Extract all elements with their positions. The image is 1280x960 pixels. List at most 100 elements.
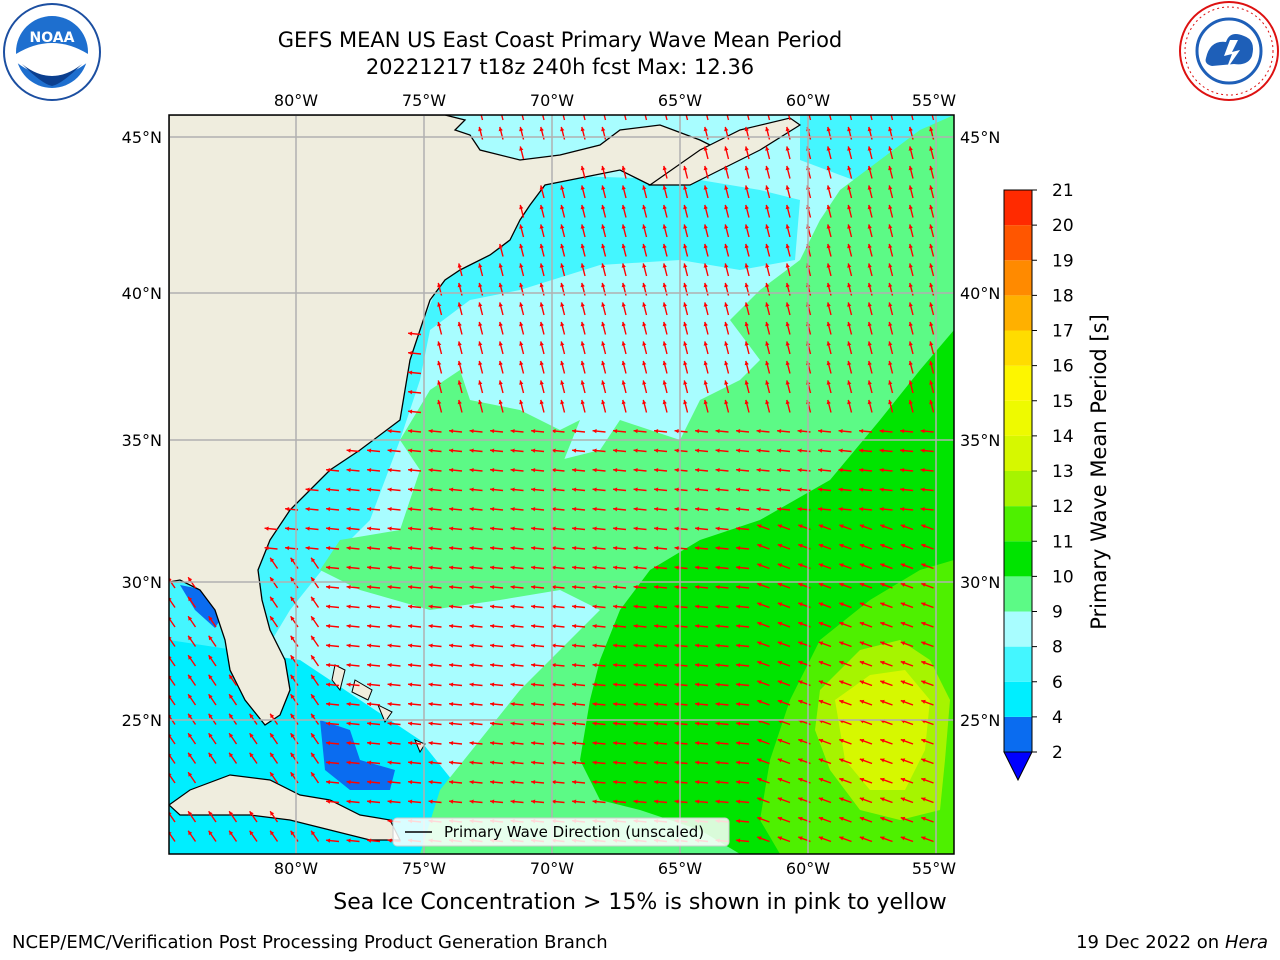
wave-arrow-head [613, 623, 618, 629]
wave-arrow-head [519, 126, 524, 132]
wave-arrow-head [498, 399, 503, 405]
wave-arrow-head [724, 204, 729, 210]
wave-arrow-head [859, 816, 865, 821]
wave-arrow-head [387, 565, 392, 570]
wave-arrow-head [229, 752, 234, 758]
wave-arrow-head [229, 694, 234, 699]
wave-arrow-head [572, 487, 577, 492]
wave-arrow-head [920, 467, 925, 473]
wave-arrow-head [674, 701, 679, 707]
wave-arrow-head [839, 563, 844, 568]
wave-arrow-head [551, 662, 556, 668]
wave-arrow-head [326, 838, 331, 843]
wave-arrow-head [683, 380, 688, 385]
wave-arrow-head [449, 721, 454, 726]
wave-arrow-head [683, 165, 688, 171]
colorbar-segment [1004, 225, 1032, 261]
wave-arrow-head [736, 643, 741, 648]
wave-arrow-head [859, 758, 865, 763]
wave-arrow-head [449, 448, 454, 453]
wave-arrow-head [929, 282, 934, 288]
wave-arrow-head [847, 321, 852, 327]
wave-arrow-head [818, 836, 824, 841]
noaa-logo: NOAA [3, 3, 101, 101]
wave-arrow-head [662, 341, 667, 346]
wave-arrow [603, 115, 607, 121]
wave-arrow-head [580, 399, 585, 405]
wave-arrow-head [208, 694, 213, 699]
wave-arrow-head [798, 563, 803, 568]
wave-arrow-head [785, 321, 790, 327]
wave-arrow-head [703, 185, 708, 190]
wave-arrow-head [490, 799, 495, 804]
wave-arrow-head [408, 389, 413, 395]
wave-arrow-head [785, 302, 790, 307]
wave-arrow-head [408, 409, 413, 414]
wave-arrow-head [346, 545, 351, 551]
wave-arrow-head [654, 740, 659, 746]
wave-arrow-head [642, 185, 647, 190]
wave-arrow [169, 655, 176, 667]
wave-arrow [911, 115, 914, 121]
wave-arrow-head [798, 641, 803, 646]
wave-arrow-head [888, 224, 893, 229]
wave-arrow-head [188, 830, 193, 836]
wave-arrow-head [900, 543, 906, 548]
wave-arrow-head [437, 380, 442, 385]
wave-arrow-head [674, 565, 679, 570]
wave-arrow-head [270, 772, 275, 777]
wave-arrow-head [551, 584, 556, 590]
wave-arrow-head [510, 545, 515, 551]
wave-arrow-head [818, 777, 824, 782]
wave-arrow-head [367, 604, 372, 609]
wave-arrow-head [674, 604, 679, 609]
wave-arrow-head [428, 623, 433, 629]
wave-arrow-head [367, 721, 372, 726]
wave-arrow-head [929, 263, 934, 268]
wave-arrow-head [592, 545, 597, 551]
wave-arrow-head [879, 448, 884, 453]
wave-arrow-head [601, 360, 606, 366]
wave-arrow-head [818, 699, 824, 704]
wave-arrow-head [457, 380, 462, 385]
wave-arrow-head [592, 740, 597, 746]
wave-arrow-head [642, 302, 647, 307]
wave-arrow-head [519, 146, 524, 151]
wave-arrow-head [613, 545, 618, 551]
wave-arrow-head [695, 506, 700, 512]
wave-arrow-head [929, 399, 934, 405]
wave-arrow-head [519, 302, 524, 307]
wave-arrow-head [572, 701, 577, 707]
wave-arrow-head [715, 682, 720, 687]
wave-arrow-head [744, 341, 749, 346]
wave-arrow-head [290, 557, 295, 563]
wave-arrow-head [311, 674, 316, 680]
wave-arrow [562, 115, 566, 121]
wave-arrow-head [621, 302, 626, 307]
wave-arrow-head [560, 380, 565, 385]
wave-arrow-head [326, 643, 331, 648]
wave-arrow-head [633, 701, 638, 707]
wave-arrow-head [695, 799, 700, 804]
wave-arrow-head [683, 224, 688, 229]
wave-arrow-head [654, 565, 659, 570]
wave-arrow-head [311, 713, 316, 719]
wave-arrow-head [859, 699, 865, 704]
wave-arrow-head [519, 380, 524, 385]
wave-arrow-head [867, 380, 872, 385]
wave-arrow [542, 115, 545, 121]
wave-arrow-head [572, 448, 577, 453]
wave-arrow [870, 115, 873, 121]
wave-arrow-head [908, 165, 913, 171]
wave-arrow-head [478, 263, 483, 268]
wave-arrow-head [387, 545, 392, 551]
wave-arrow-head [621, 380, 626, 385]
wave-arrow-head [428, 565, 433, 570]
wave-arrow-head [715, 662, 720, 668]
wave-arrow-head [798, 797, 803, 802]
wave-arrow-head [270, 830, 275, 836]
wave-arrow-head [908, 302, 913, 307]
colorbar-tick-label: 16 [1052, 357, 1074, 377]
wave-arrow-head [387, 448, 392, 453]
wave-arrow-head [757, 738, 762, 743]
